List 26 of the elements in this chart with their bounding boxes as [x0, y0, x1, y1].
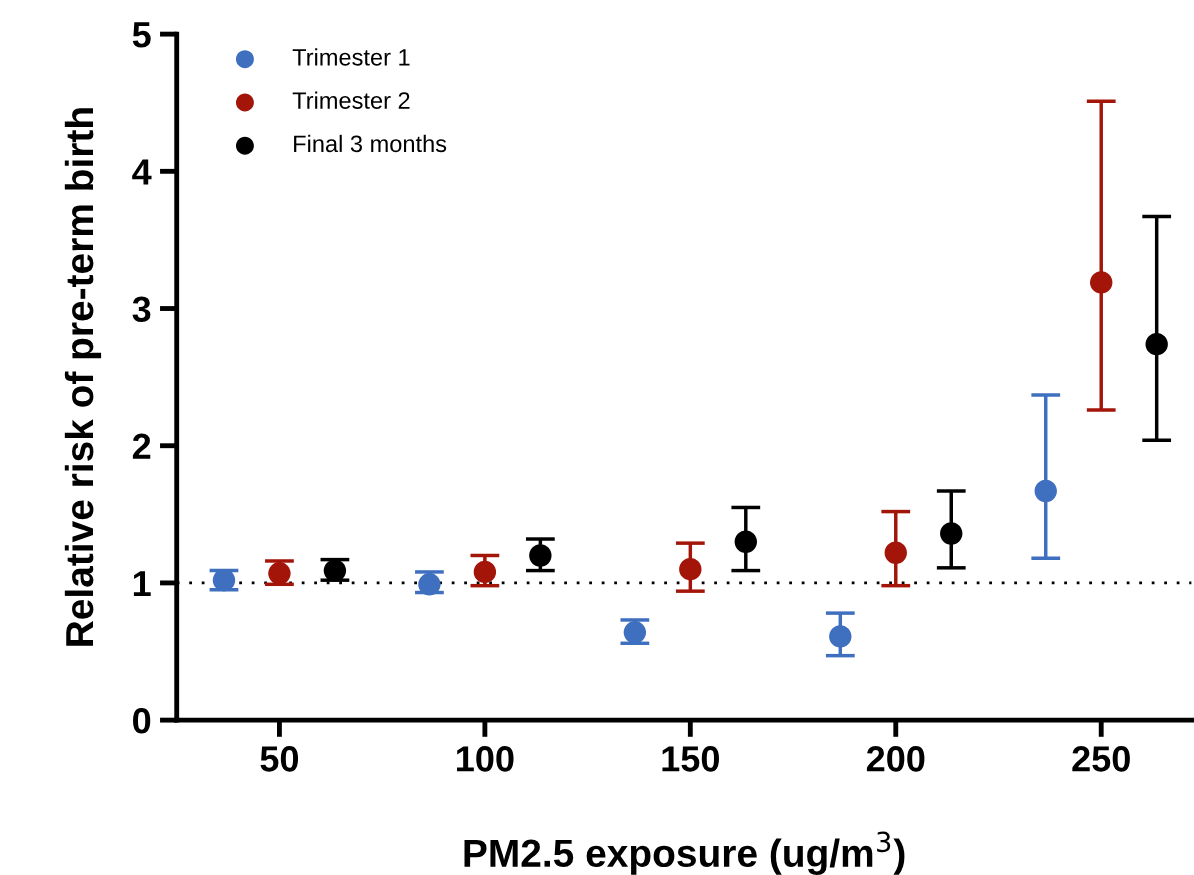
point	[1145, 333, 1168, 356]
y-tick-label: 1	[133, 571, 151, 597]
x-tick-label: 250	[1072, 746, 1130, 772]
y-tick-label: 5	[132, 22, 151, 48]
x-tick-label: 100	[457, 746, 514, 772]
point	[1090, 271, 1113, 294]
legend-label: Trimester 2	[292, 91, 410, 109]
point	[529, 544, 552, 567]
point	[884, 541, 907, 564]
x-axis-title: PM2.5 exposure (ug/m$^{3}$)	[464, 831, 905, 875]
y-tick-label: 2	[132, 433, 151, 459]
x-tick-label: 200	[866, 746, 925, 772]
legend-label: Final 3 months	[294, 134, 447, 153]
x-tick-label: 150	[662, 746, 719, 772]
point	[679, 558, 702, 581]
y-tick-label: 0	[133, 707, 151, 734]
legend-label: Trimester 1	[292, 48, 410, 66]
point	[1034, 479, 1057, 503]
y-axis-title: Relative risk of pre-term birth	[64, 108, 102, 646]
x-tick-label: 50	[260, 746, 299, 772]
point	[940, 522, 963, 545]
y-tick-label: 4	[132, 159, 152, 185]
y-tick-label: 3	[132, 296, 151, 323]
point	[734, 530, 757, 553]
point	[829, 625, 852, 648]
point	[473, 560, 497, 584]
